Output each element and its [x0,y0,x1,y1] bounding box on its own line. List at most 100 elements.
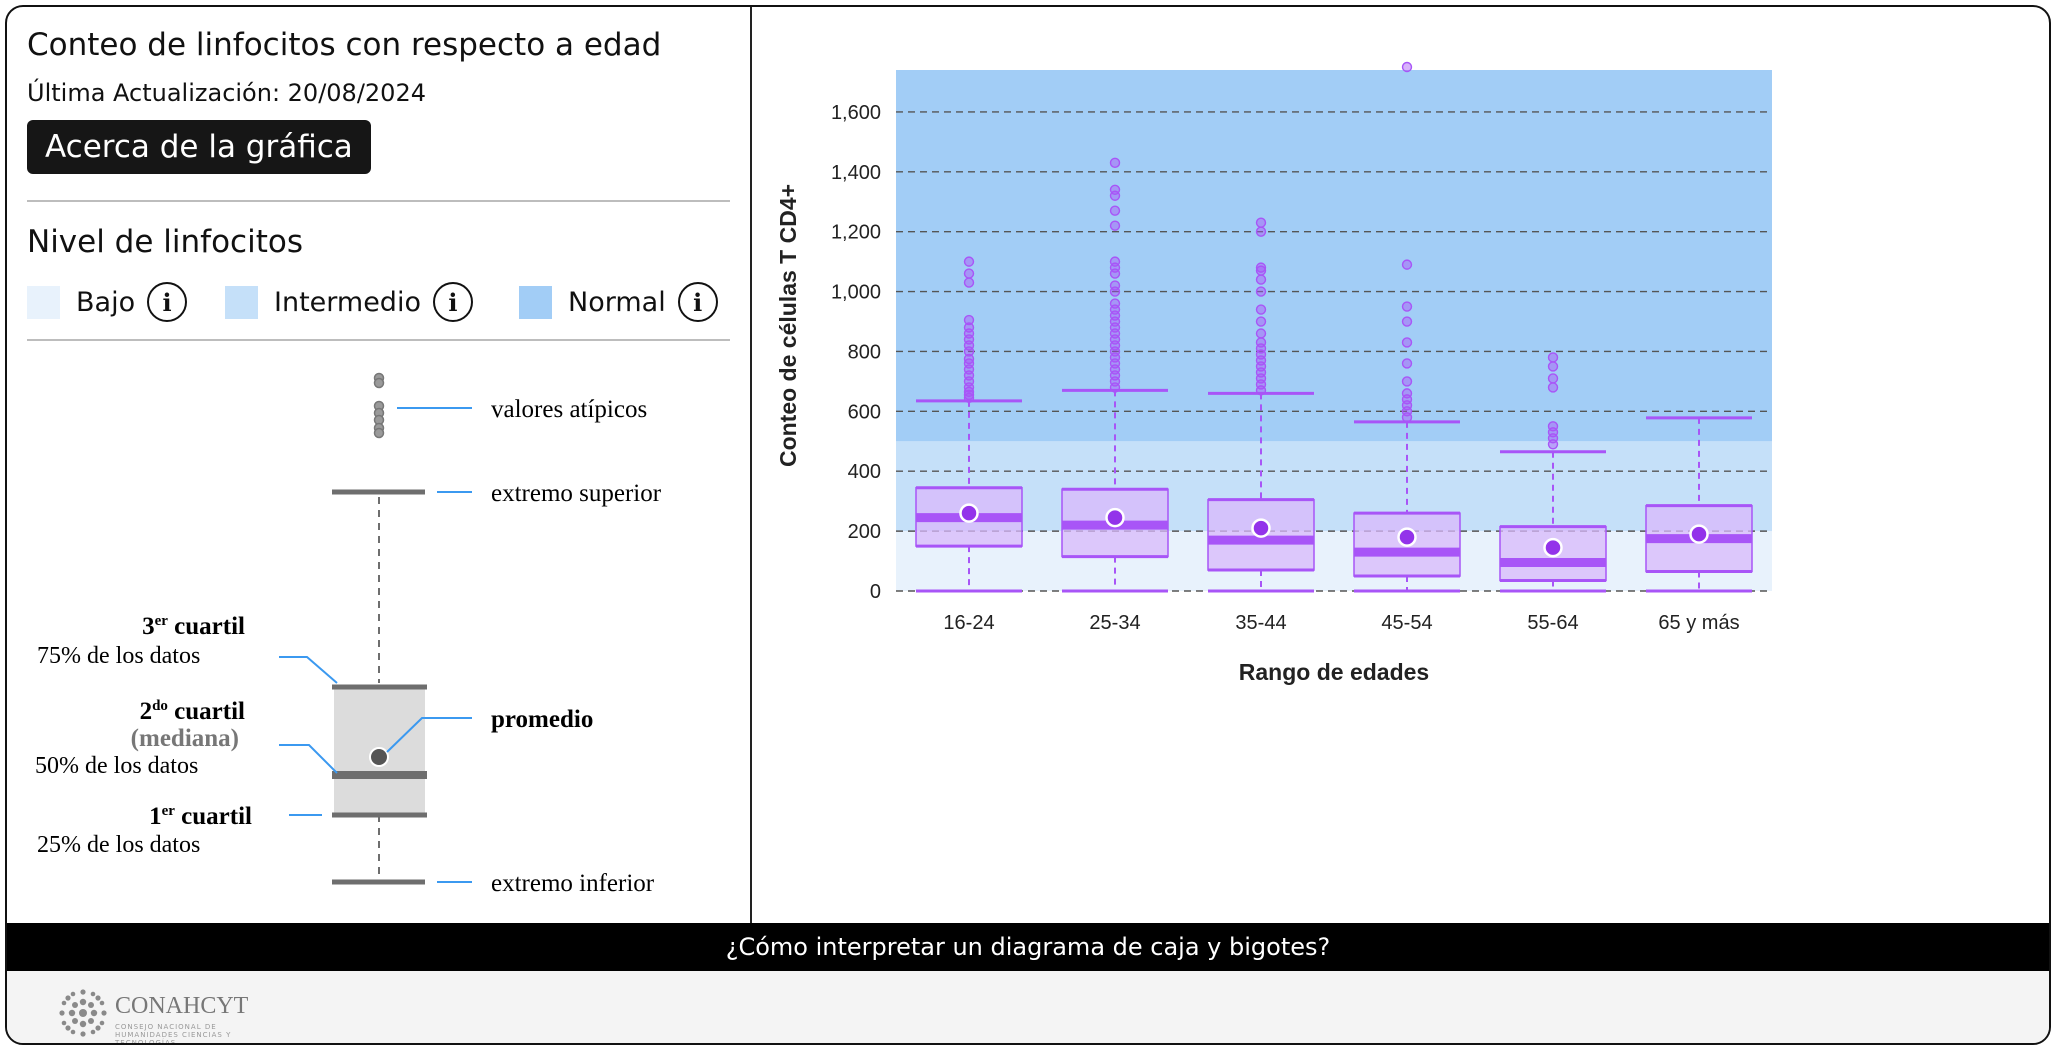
outlier-point [1401,301,1413,312]
outlier-point [1401,337,1413,348]
outlier-point [1255,316,1267,327]
mean-point [1543,537,1563,558]
label-q2: 2do cuartil [140,698,245,725]
panel-divider [750,7,752,923]
legend-item-bajo: Bajo i [27,279,188,325]
outlier-point [963,256,975,267]
outlier-point [1401,376,1413,387]
band-intermedio [896,441,1772,532]
footer: CONAHCYT CONSEJO NACIONAL DE HUMANIDADES… [7,971,2049,1045]
outlier-point [1401,259,1413,270]
outlier-point [1255,265,1267,276]
x-tick-label: 16-24 [943,612,994,634]
legend-swatch-bajo [27,285,60,319]
y-tick-label: 1,400 [831,162,881,184]
conahcyt-logo-text: CONAHCYT [115,993,249,1019]
info-icon[interactable]: i [147,282,188,322]
outlier-point [1547,421,1559,432]
outlier-point [1109,280,1121,291]
boxplot-explainer: valores atípicos extremo superior extrem… [35,372,662,897]
label-q2-median: (mediana) [131,725,239,752]
last-updated: Última Actualización: 20/08/2024 [27,79,426,107]
outlier-point [1547,382,1559,393]
mean-point [959,503,979,523]
outlier-point [1109,220,1121,231]
outlier-point [1255,226,1267,237]
outlier-point [1255,304,1267,315]
outlier-point [1255,217,1267,228]
outlier-point [963,277,975,288]
outlier-point [1255,328,1267,339]
label-q2-sub: 50% de los datos [35,753,198,779]
outlier-point [963,389,975,401]
label-lower-extreme: extremo inferior [491,870,655,897]
outlier-point [1109,157,1121,169]
legend-item-intermedio: Intermedio i [225,279,473,325]
y-tick-label: 0 [870,581,881,603]
outlier-point [1109,256,1121,267]
x-tick-label: 45-54 [1381,612,1432,634]
info-icon[interactable]: i [677,282,718,322]
boxplot-chart: 0 200 400 600 800 1,000 1,200 1,400 1,600 16-24 25… [775,61,1772,685]
dashboard-frame: Conteo de linfocitos con respecto a edad… [5,5,2051,1045]
x-tick-label: 65 y más [1658,612,1739,634]
legend-label-bajo: Bajo [76,286,136,318]
page-title: Conteo de linfocitos con respecto a edad [27,27,662,63]
y-tick-label: 1,600 [831,102,881,124]
legend-swatch-intermedio [225,285,258,319]
conahcyt-logo-subtitle: CONSEJO NACIONAL DE HUMANIDADES CIENCIAS… [115,1023,232,1045]
legend-label-normal: Normal [568,286,666,318]
label-mean: promedio [491,706,593,733]
outlier-point [963,314,975,326]
outlier-point [1255,274,1267,285]
conahcyt-logo-icon [59,989,107,1037]
label-q1-sub: 25% de los datos [37,832,200,858]
outlier-point [1547,373,1559,384]
y-tick-label: 800 [848,341,881,363]
outlier-point [963,322,975,333]
x-tick-label: 25-34 [1089,612,1140,634]
legend-item-normal: Normal i [519,279,718,325]
label-upper-extreme: extremo superior [491,480,662,507]
outlier-point [1401,388,1413,399]
y-tick-label: 1,000 [831,282,881,304]
label-outliers: valores atípicos [491,396,647,423]
label-q1: 1er cuartil [149,803,252,830]
outlier-point [1401,358,1413,369]
about-chart-button[interactable]: Acerca de la gráfica [27,120,371,174]
y-tick-label: 600 [848,401,881,423]
x-axis-label: Rango de edades [1239,659,1429,685]
outlier-point [1109,205,1121,216]
explainer-mean-dot [369,747,389,767]
explainer-outliers [373,372,385,439]
divider [27,200,730,202]
mean-point [1105,507,1125,528]
outlier-point [1255,262,1267,273]
outlier-point [1109,184,1121,195]
label-q3: 3er cuartil [142,613,245,640]
divider [27,339,730,341]
y-tick-label: 200 [848,521,881,543]
x-tick-label: 35-44 [1235,612,1286,634]
band-bajo [896,531,1772,591]
legend-label-intermedio: Intermedio [274,286,421,318]
outlier-point [1255,337,1267,348]
outlier-point [1401,61,1413,73]
levels-title: Nivel de linfocitos [27,224,303,260]
y-axis-label: Conteo de células T CD4+ [775,184,801,467]
outlier-point [1547,352,1559,363]
outlier-point [1255,286,1267,297]
mean-point [1251,518,1271,538]
outlier-point [963,268,975,279]
mean-point [1397,527,1417,547]
y-tick-label: 1,200 [831,222,881,244]
legend-swatch-normal [519,285,552,319]
outlier-point [1401,316,1413,327]
x-tick-label: 55-64 [1527,612,1578,634]
how-to-read-boxplot-link[interactable]: ¿Cómo interpretar un diagrama de caja y … [7,923,2049,971]
y-tick-label: 400 [848,461,881,483]
outlier-point [1547,361,1559,372]
label-q3-sub: 75% de los datos [37,643,200,669]
outlier-point [963,353,975,365]
info-icon[interactable]: i [432,282,473,322]
